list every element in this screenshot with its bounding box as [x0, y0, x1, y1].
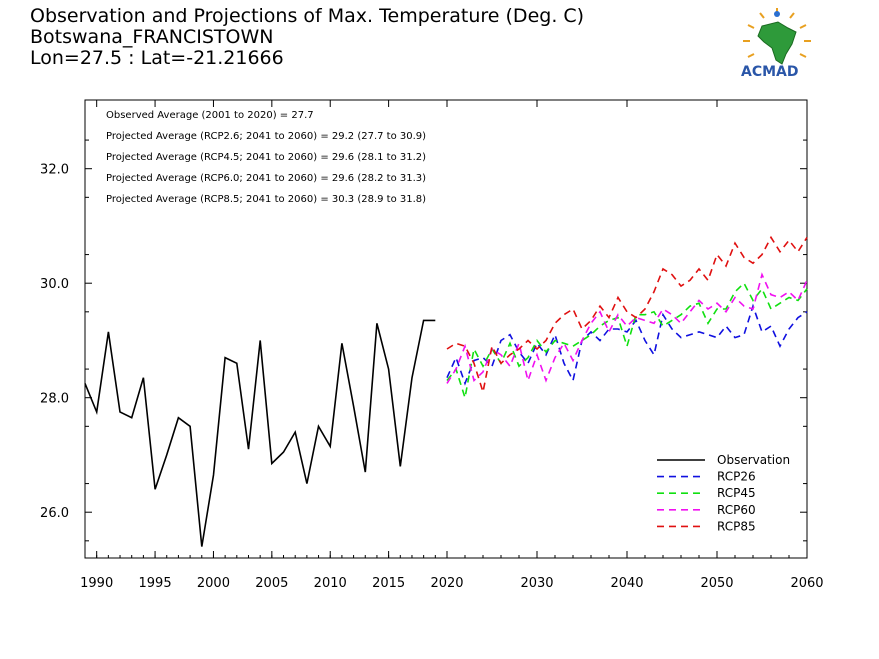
annotation-line: Projected Average (RCP2.6; 2041 to 2060)…	[106, 131, 426, 142]
chart-title: Observation and Projections of Max. Temp…	[30, 5, 585, 27]
series-line-rcp60	[446, 272, 808, 384]
legend-label: RCP26	[717, 470, 756, 484]
annotation-block: Observed Average (2001 to 2020) = 27.7 Pr…	[106, 110, 426, 205]
series-line-observation	[84, 319, 436, 547]
station-name: Botswana_FRANCISTOWN	[30, 26, 274, 48]
africa-map-sun-logo	[743, 8, 811, 65]
series-line-rcp85	[446, 235, 808, 393]
chart-legend: Observation RCP26 RCP45 RCP60 RCP85	[657, 453, 790, 533]
series-line-rcp45	[446, 281, 808, 398]
annotation-line: Projected Average (RCP8.5; 2041 to 2060)…	[106, 194, 426, 205]
x-tick-label: 2050	[700, 576, 733, 591]
plot-frame	[84, 99, 808, 559]
x-tick-label: 2015	[372, 576, 405, 591]
x-tick-label: 2060	[790, 576, 823, 591]
chart-axes: 26.0 28.0 30.0 32.0 1990 1995 2000 2005 2010 2015…	[40, 99, 824, 591]
annotation-line: Projected Average (RCP4.5; 2041 to 2060)…	[106, 152, 426, 163]
y-tick-label: 30.0	[40, 277, 69, 292]
y-tick-label: 32.0	[40, 163, 69, 178]
logo-text: ACMAD	[741, 64, 799, 80]
x-tick-label: 2005	[255, 576, 288, 591]
legend-label: RCP60	[717, 503, 756, 517]
title-block: Observation and Projections of Max. Temp…	[30, 6, 584, 69]
x-tick-label: 2010	[314, 576, 347, 591]
x-tick-label: 2020	[430, 576, 463, 591]
series-line-rcp26	[446, 303, 808, 386]
y-tick-label: 26.0	[40, 506, 69, 521]
annotation-line: Projected Average (RCP6.0; 2041 to 2060)…	[106, 173, 426, 184]
series-layer	[84, 235, 808, 547]
x-tick-label: 2000	[197, 576, 230, 591]
x-tick-label: 2040	[610, 576, 643, 591]
x-tick-label: 1990	[80, 576, 113, 591]
x-tick-label: 2030	[520, 576, 553, 591]
legend-label: Observation	[717, 453, 790, 467]
x-tick-label: 1995	[139, 576, 172, 591]
annotation-line: Observed Average (2001 to 2020) = 27.7	[106, 110, 314, 121]
legend-label: RCP85	[717, 519, 756, 533]
station-coordinates: Lon=27.5 : Lat=-21.21666	[30, 47, 284, 69]
y-tick-label: 28.0	[40, 392, 69, 407]
legend-label: RCP45	[717, 486, 756, 500]
